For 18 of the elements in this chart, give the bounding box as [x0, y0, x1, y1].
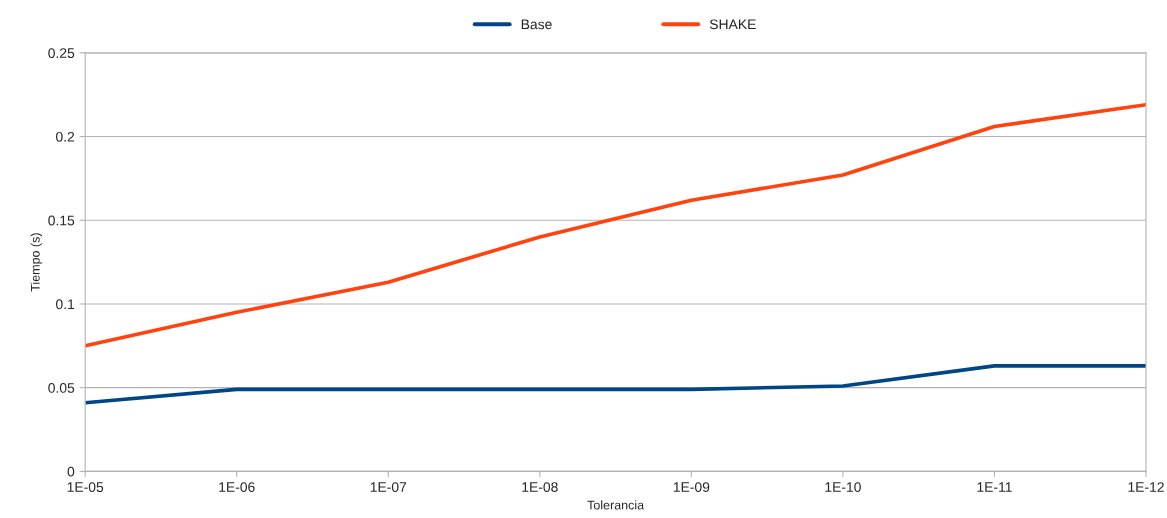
y-tick-label: 0.15	[48, 215, 75, 226]
y-axis-title: Tiempo (s)	[30, 233, 43, 292]
x-tick-label: 1E-10	[825, 482, 861, 492]
x-tick-label: 1E-05	[67, 482, 104, 492]
x-tick-label: 1E-06	[219, 482, 255, 492]
y-tick-label: 0.05	[48, 383, 75, 393]
x-tick-label: 1E-12	[1128, 482, 1164, 492]
x-tick-label: 1E-08	[522, 482, 558, 492]
legend-label: Base	[521, 19, 552, 30]
y-tick-label: 0.1	[56, 299, 75, 310]
x-tick-label: 1E-11	[977, 482, 1012, 492]
y-tick-label: 0.2	[56, 131, 75, 142]
y-tick-label: 0	[67, 466, 75, 477]
x-tick-label: 1E-07	[370, 482, 407, 492]
x-axis-title: Tolerancia	[587, 500, 645, 510]
x-tick-label: 1E-09	[673, 482, 710, 492]
y-tick-label: 0.25	[48, 48, 75, 59]
legend-label: SHAKE	[709, 19, 756, 30]
